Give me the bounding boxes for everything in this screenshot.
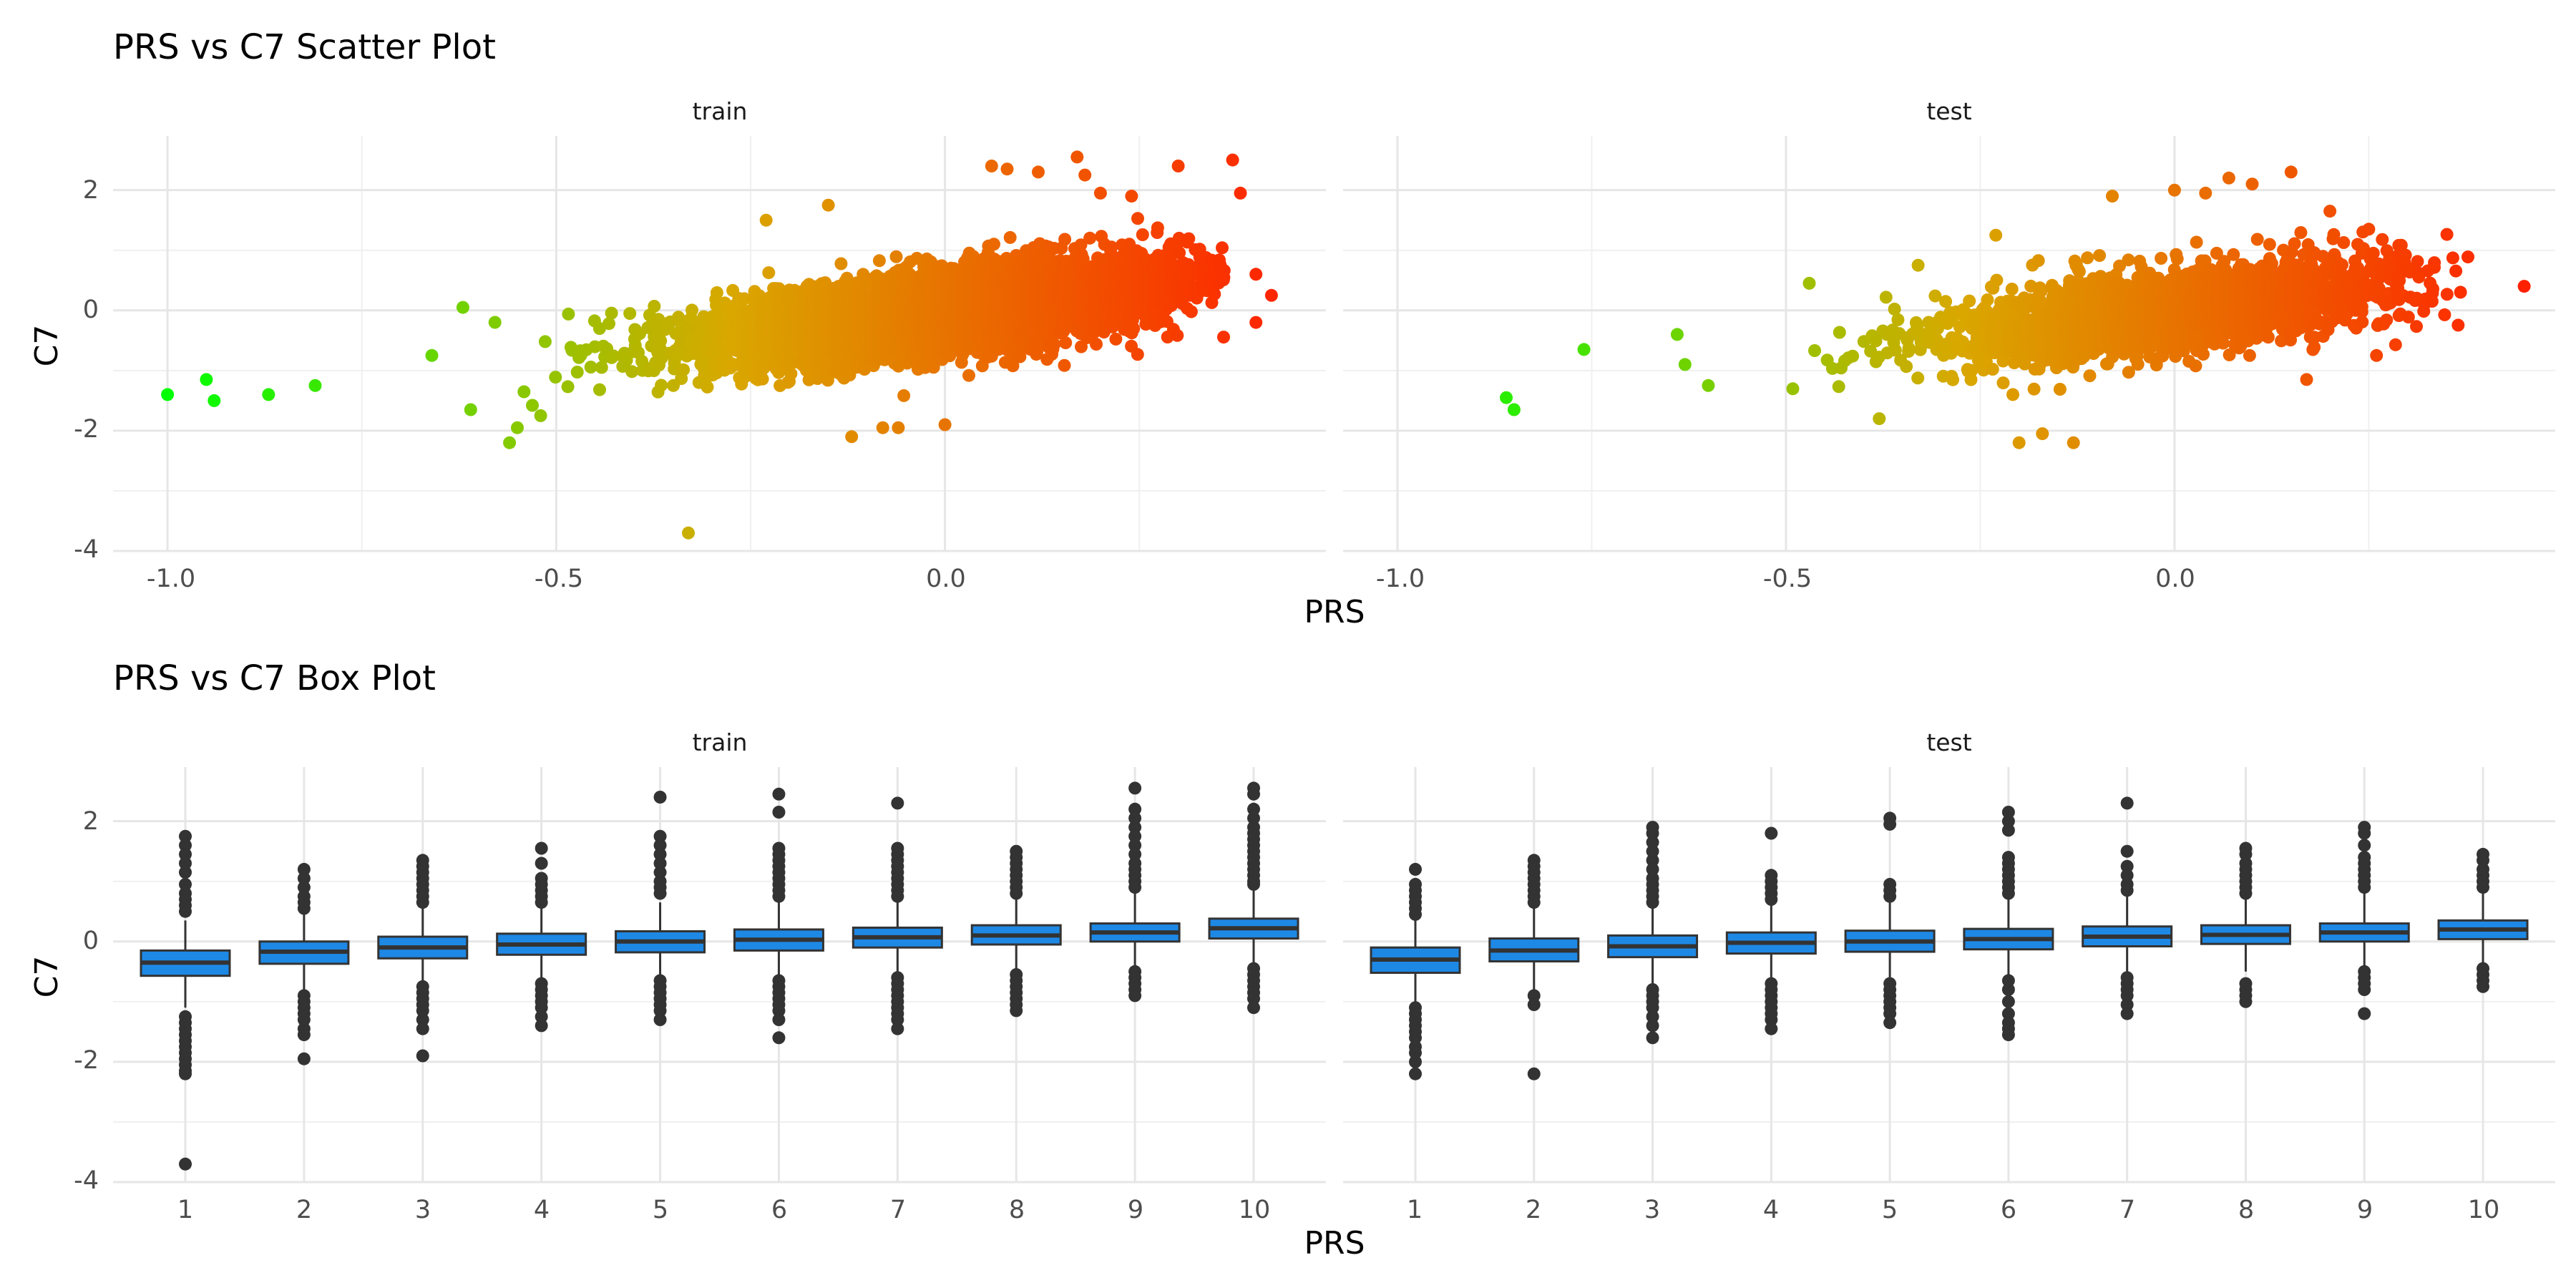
scatter-point (1059, 336, 1073, 349)
scatter-point (756, 372, 769, 386)
scatter-point (1058, 358, 1071, 372)
scatter-point (593, 383, 606, 396)
scatter-point (701, 380, 714, 394)
scatter-plot-title: PRS vs C7 Scatter Plot (113, 27, 496, 67)
scatter-panel-train (113, 136, 1326, 552)
scatter-point (1003, 230, 1017, 244)
scatter-point (834, 257, 848, 270)
scatter-point (561, 380, 575, 394)
scatter-point (607, 349, 620, 363)
scatter-train-grid (113, 136, 1326, 552)
scatter-point (625, 365, 639, 379)
scatter-point (526, 399, 539, 412)
scatter-point (562, 307, 575, 321)
scatter-strip-test: test (1926, 97, 1971, 125)
scatter-point (620, 353, 633, 367)
scatter-point (897, 389, 911, 402)
scatter-point (538, 335, 552, 348)
scatter-point (605, 306, 618, 320)
scatter-point (648, 300, 661, 313)
scatter-point (962, 369, 975, 382)
scatter-point (549, 371, 562, 384)
scatter-point (686, 303, 698, 317)
scatter-point (677, 363, 691, 376)
scatter-point (1048, 338, 1061, 351)
scatter-point (987, 238, 1000, 251)
scatter-point (1083, 231, 1097, 245)
scatter-point (488, 316, 502, 329)
scatter-point (623, 307, 637, 321)
scatter-point (602, 317, 615, 331)
scatter-point (784, 367, 798, 381)
scatter-point (584, 361, 597, 374)
scatter-point (872, 254, 886, 268)
scatter-point (738, 292, 751, 306)
scatter-point (570, 366, 584, 379)
scatter-point (654, 334, 668, 348)
scatter-point (710, 286, 723, 299)
scatter-point (655, 379, 668, 392)
scatter-train-cloud (488, 212, 1231, 412)
scatter-point (517, 385, 531, 399)
scatter-point (1058, 233, 1072, 246)
scatter-point (595, 361, 608, 374)
scatter-point (762, 266, 776, 280)
scatter-point (889, 250, 903, 263)
scatter-strip-train: train (693, 97, 748, 125)
